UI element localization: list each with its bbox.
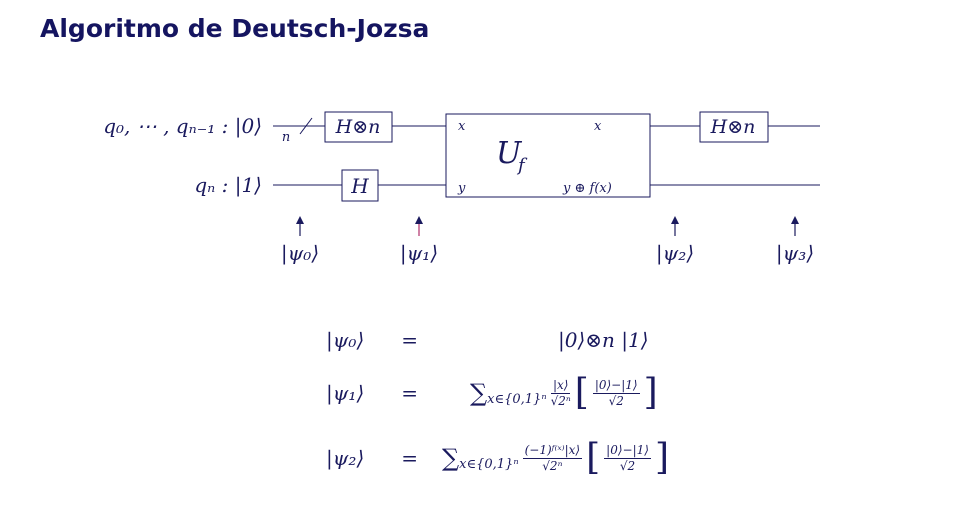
equation-row-1: |ψ₁⟩ = ∑ x∈{0,1}ⁿ |x⟩ √2ⁿ [ |0⟩−|1⟩ √2 ] bbox=[326, 375, 658, 411]
arrowhead-0 bbox=[296, 216, 304, 224]
wire-top-label: q₀, ⋯ , qₙ₋₁ : |0⟩ bbox=[103, 114, 262, 139]
equation-2-denominator: √2ⁿ bbox=[542, 458, 563, 473]
hadamard-n-gate-left bbox=[324, 111, 393, 143]
equation-2-bracket-numerator: |0⟩−|1⟩ bbox=[604, 443, 651, 459]
equation-0-rel: = bbox=[401, 328, 419, 352]
state-label-psi2: |ψ₂⟩ bbox=[656, 241, 694, 266]
equation-row-0: |ψ₀⟩ = |0⟩⊗n |1⟩ bbox=[326, 328, 649, 352]
equation-1-sum-symbol: ∑ bbox=[470, 379, 488, 407]
equation-2-right-bracket: ] bbox=[654, 437, 669, 478]
state-label-psi1: |ψ₁⟩ bbox=[400, 241, 438, 266]
equation-2-lhs: |ψ₂⟩ bbox=[326, 446, 365, 470]
equation-1-right-bracket: ] bbox=[643, 372, 658, 413]
hadamard-n-label-left: H⊗n bbox=[335, 116, 381, 138]
slide-title: Algoritmo de Deutsch-Jozsa bbox=[40, 14, 430, 43]
equation-1-lhs: |ψ₁⟩ bbox=[326, 381, 365, 405]
arrowhead-3 bbox=[791, 216, 799, 224]
equation-2-sum-symbol: ∑ bbox=[442, 444, 460, 472]
equation-1-fraction: |x⟩ √2ⁿ bbox=[551, 378, 571, 408]
equation-1-rel: = bbox=[401, 381, 419, 405]
hadamard-label-bottom: H bbox=[350, 174, 369, 198]
equation-2-numerator: (−1)ᶠ⁽ˣ⁾|x⟩ bbox=[522, 443, 583, 459]
equation-1-left-bracket: [ bbox=[574, 372, 589, 413]
bus-label: n bbox=[282, 130, 290, 145]
wire-bottom-label: qₙ : |1⟩ bbox=[194, 173, 262, 198]
arrowhead-2 bbox=[671, 216, 679, 224]
oracle-output-x: x bbox=[594, 119, 602, 134]
state-label-psi0: |ψ₀⟩ bbox=[281, 241, 319, 266]
circuit-wires bbox=[273, 117, 820, 186]
equation-2-rel: = bbox=[401, 446, 419, 470]
oracle-label: U bbox=[496, 136, 523, 171]
equation-1-numerator: |x⟩ bbox=[550, 378, 571, 394]
hadamard-gate-bottom bbox=[341, 169, 379, 202]
equation-2-bracket-denominator: √2 bbox=[619, 458, 636, 473]
state-label-psi3: |ψ₃⟩ bbox=[776, 241, 814, 266]
equation-2-left-bracket: [ bbox=[586, 437, 601, 478]
hadamard-n-gate-right bbox=[699, 111, 769, 143]
oracle-input-y: y bbox=[457, 181, 466, 196]
arrowhead-1 bbox=[415, 216, 423, 224]
equation-1-bracket-fraction: |0⟩−|1⟩ √2 bbox=[592, 378, 640, 408]
equation-2-bracket-fraction: |0⟩−|1⟩ √2 bbox=[604, 443, 651, 473]
equation-2-fraction: (−1)ᶠ⁽ˣ⁾|x⟩ √2ⁿ bbox=[522, 443, 583, 473]
equation-1-bracket-numerator: |0⟩−|1⟩ bbox=[592, 378, 640, 394]
equation-row-2: |ψ₂⟩ = ∑ x∈{0,1}ⁿ (−1)ᶠ⁽ˣ⁾|x⟩ √2ⁿ [ |0⟩−… bbox=[326, 440, 669, 476]
bus-slash bbox=[299, 117, 313, 135]
equation-0-rhs: |0⟩⊗n |1⟩ bbox=[558, 328, 649, 352]
equation-1-bracket-denominator: √2 bbox=[608, 393, 624, 408]
equation-0-lhs: |ψ₀⟩ bbox=[326, 328, 365, 352]
hadamard-n-label-right: H⊗n bbox=[710, 116, 756, 138]
oracle-input-x: x bbox=[458, 119, 466, 134]
equation-1-sum-subscript: x∈{0,1}ⁿ bbox=[487, 391, 547, 407]
equation-1-denominator: √2ⁿ bbox=[550, 393, 571, 408]
equation-2-sum-subscript: x∈{0,1}ⁿ bbox=[459, 456, 519, 472]
oracle-gate bbox=[445, 113, 651, 198]
oracle-output-y: y ⊕ f(x) bbox=[562, 181, 612, 196]
